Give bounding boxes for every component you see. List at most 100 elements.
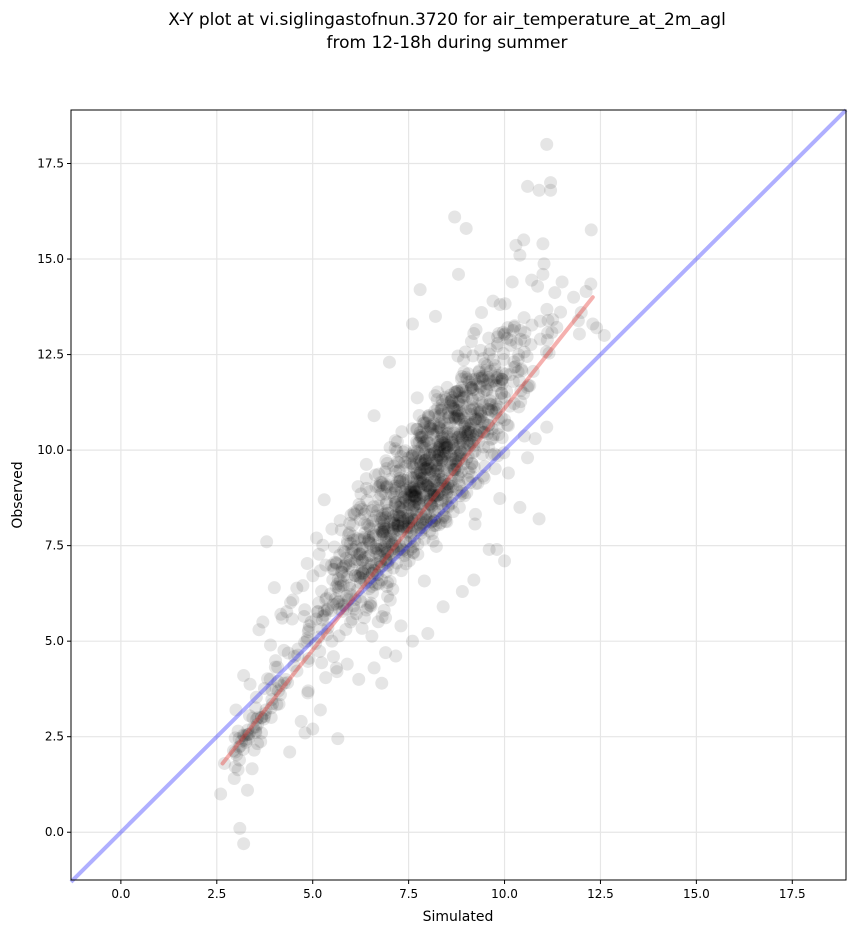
scatter-point	[421, 463, 435, 477]
scatter-point	[254, 735, 268, 749]
scatter-point	[428, 505, 442, 519]
scatter-point	[456, 486, 470, 500]
scatter-point	[421, 457, 435, 471]
scatter-point	[465, 393, 479, 407]
scatter-point	[379, 535, 393, 549]
scatter-point	[402, 515, 416, 529]
scatter-point	[379, 646, 393, 660]
scatter-point	[376, 508, 390, 522]
scatter-point	[391, 514, 405, 528]
scatter-point	[500, 418, 514, 432]
scatter-point	[448, 410, 462, 424]
scatter-point	[491, 368, 505, 382]
scatter-point	[443, 416, 457, 430]
x-tick-label: 2.5	[207, 887, 226, 901]
y-tick-label: 7.5	[45, 539, 64, 553]
scatter-point	[461, 427, 475, 441]
scatter-point	[471, 426, 485, 440]
scatter-point	[441, 445, 455, 459]
scatter-point	[392, 464, 406, 478]
scatter-point	[302, 619, 316, 633]
scatter-point	[384, 534, 398, 548]
chart-title-line-1: X-Y plot at vi.siglingastofnun.3720 for …	[168, 10, 726, 30]
scatter-point	[491, 336, 505, 350]
scatter-point	[243, 709, 257, 723]
scatter-point	[374, 475, 388, 489]
scatter-point	[410, 492, 424, 506]
scatter-point	[419, 515, 433, 529]
scatter-point	[474, 409, 488, 423]
scatter-point	[435, 398, 449, 412]
scatter-point	[364, 558, 378, 572]
scatter-point	[387, 518, 401, 532]
scatter-point	[393, 474, 407, 488]
scatter-point	[312, 596, 326, 610]
scatter-point	[365, 515, 379, 529]
scatter-point	[417, 437, 431, 451]
scatter-point	[483, 394, 497, 408]
scatter-point	[387, 544, 401, 558]
scatter-point	[439, 494, 453, 508]
scatter-point	[379, 553, 393, 567]
scatter-point	[255, 726, 269, 740]
scatter-point	[424, 515, 438, 529]
scatter-point	[451, 468, 465, 482]
scatter-point	[465, 400, 479, 414]
scatter-point	[404, 470, 418, 484]
scatter-point	[402, 554, 416, 568]
scatter-point	[375, 476, 389, 490]
scatter-point	[452, 412, 466, 426]
scatter-point	[460, 429, 474, 443]
scatter-point	[328, 555, 342, 569]
scatter-point	[402, 519, 416, 533]
scatter-point	[428, 389, 442, 403]
scatter-point	[494, 391, 508, 405]
scatter-point	[584, 223, 598, 237]
scatter-point	[461, 472, 475, 486]
scatter-point	[435, 432, 449, 446]
scatter-point	[452, 267, 465, 281]
scatter-point	[357, 573, 371, 587]
scatter-point	[477, 384, 491, 398]
scatter-point	[389, 539, 403, 553]
scatter-point	[283, 745, 297, 759]
scatter-point	[472, 435, 486, 449]
scatter-point	[355, 554, 369, 568]
scatter-point	[334, 565, 348, 579]
scatter-point	[271, 675, 285, 689]
scatter-point	[449, 412, 463, 426]
scatter-point	[526, 364, 540, 378]
scatter-point	[459, 370, 473, 384]
scatter-point	[379, 477, 393, 491]
scatter-point	[331, 577, 345, 591]
scatter-point	[408, 498, 422, 512]
scatter-point	[466, 429, 480, 443]
scatter-point	[491, 400, 505, 414]
scatter-point	[420, 479, 434, 493]
scatter-point	[388, 464, 402, 478]
scatter-point	[350, 532, 364, 546]
scatter-point	[379, 531, 393, 545]
scatter-point	[410, 422, 424, 436]
scatter-point	[337, 559, 351, 573]
scatter-point	[432, 416, 446, 430]
scatter-point	[369, 509, 383, 523]
scatter-point	[353, 571, 367, 585]
scatter-point	[433, 434, 447, 448]
scatter-point	[388, 482, 402, 496]
scatter-point	[379, 543, 393, 557]
scatter-point	[358, 564, 372, 578]
scatter-point	[473, 423, 487, 437]
scatter-point	[409, 503, 423, 517]
scatter-point	[466, 446, 480, 460]
scatter-point	[395, 509, 409, 523]
scatter-point	[425, 456, 439, 470]
scatter-point	[474, 380, 488, 394]
scatter-point	[391, 517, 405, 531]
scatter-point	[296, 579, 310, 593]
scatter-point	[510, 336, 524, 350]
scatter-point	[427, 471, 441, 485]
scatter-point	[259, 703, 273, 717]
scatter-point	[355, 541, 369, 555]
scatter-point	[423, 524, 437, 538]
